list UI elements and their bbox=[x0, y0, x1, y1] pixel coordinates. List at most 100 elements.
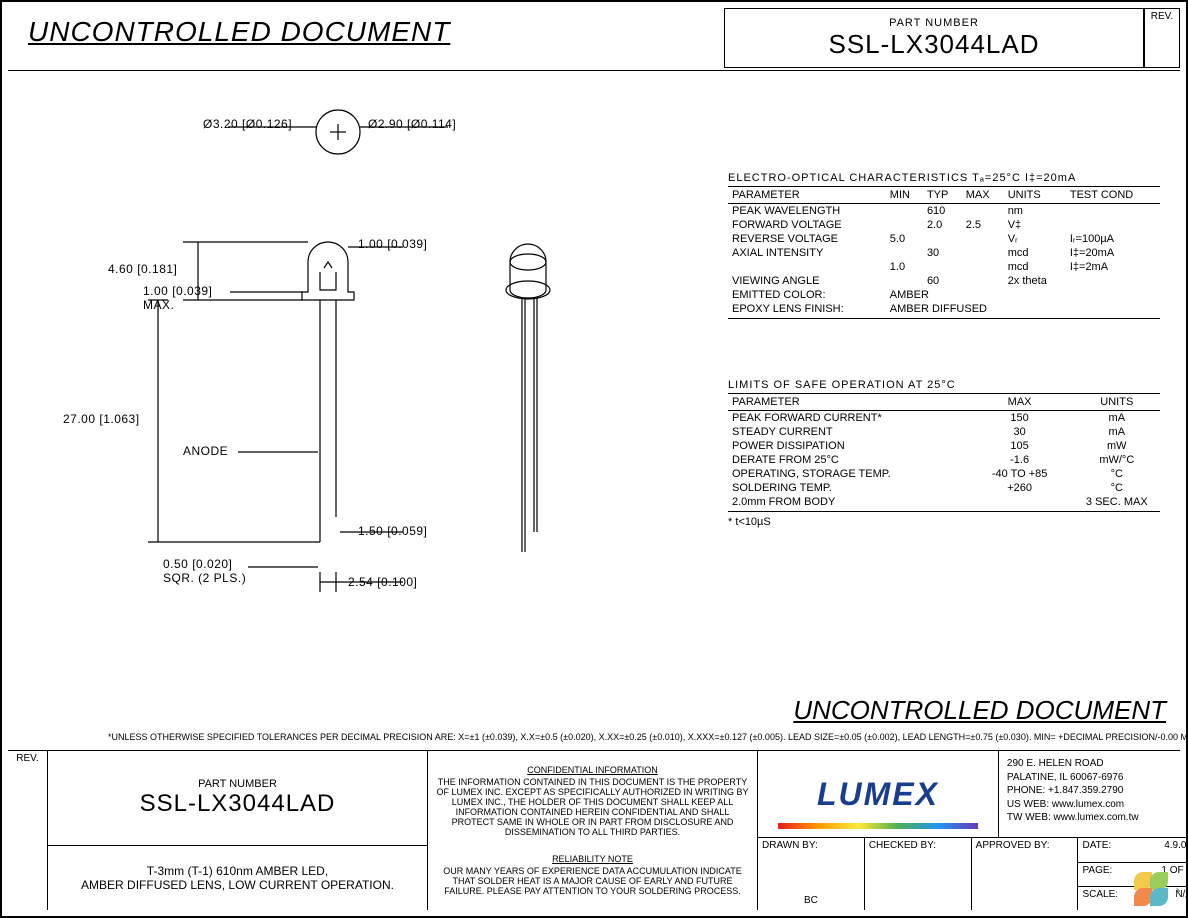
eoc-cell: AMBER bbox=[886, 288, 1160, 302]
eoc-cell: VIEWING ANGLE bbox=[728, 274, 886, 288]
eoc-cell: AXIAL INTENSITY bbox=[728, 246, 886, 260]
eoc-col: UNITS bbox=[1004, 187, 1066, 204]
drawing-area: Ø3.20 [Ø0.126] Ø2.90 [Ø0.114] 4.60 [0.18… bbox=[8, 72, 658, 746]
eoc-cell: EMITTED COLOR: bbox=[728, 288, 886, 302]
limits-cell bbox=[966, 495, 1074, 512]
limits-cell: mA bbox=[1074, 425, 1160, 439]
limits-cell: -40 TO +85 bbox=[966, 467, 1074, 481]
anode-label: ANODE bbox=[183, 444, 228, 458]
eoc-cell: 2x theta bbox=[1004, 274, 1066, 288]
eoc-cell: I‡=2mA bbox=[1066, 260, 1160, 274]
confidential-text: THE INFORMATION CONTAINED IN THIS DOCUME… bbox=[436, 777, 749, 837]
eoc-cell: 60 bbox=[923, 274, 962, 288]
drawn-by-value: BC bbox=[758, 895, 864, 906]
eoc-cell bbox=[1066, 274, 1160, 288]
limits-col: MAX bbox=[966, 394, 1074, 411]
eoc-cell bbox=[886, 218, 923, 232]
lumex-logo: LUMEX bbox=[758, 751, 999, 837]
limits-cell: DERATE FROM 25°C bbox=[728, 453, 966, 467]
watermark-top: UNCONTROLLED DOCUMENT bbox=[28, 16, 450, 48]
date-label: DATE: bbox=[1082, 840, 1111, 859]
eoc-cell: mcd bbox=[1004, 246, 1066, 260]
dim-body-h: 27.00 [1.063] bbox=[63, 412, 140, 426]
part-number: SSL-LX3044LAD bbox=[828, 29, 1039, 60]
eoc-cell bbox=[923, 232, 962, 246]
limits-cell: °C bbox=[1074, 467, 1160, 481]
led-drawing bbox=[8, 72, 658, 692]
eoc-cell: 30 bbox=[923, 246, 962, 260]
reliability-heading: RELIABILITY NOTE bbox=[436, 854, 749, 864]
chevron-right-icon[interactable]: › bbox=[1168, 882, 1188, 902]
limits-cell: 30 bbox=[966, 425, 1074, 439]
eoc-cell bbox=[962, 232, 1004, 246]
eoc-cell: mcd bbox=[1004, 260, 1066, 274]
eoc-cell bbox=[1066, 218, 1160, 232]
limits-title: LIMITS OF SAFE OPERATION AT 25°C bbox=[728, 379, 1160, 391]
eoc-cell bbox=[886, 274, 923, 288]
page-label: PAGE: bbox=[1082, 865, 1112, 884]
limits-col: PARAMETER bbox=[728, 394, 966, 411]
limits-cell: OPERATING, STORAGE TEMP. bbox=[728, 467, 966, 481]
tb-part-number: SSL-LX3044LAD bbox=[48, 790, 427, 818]
eoc-cell bbox=[962, 246, 1004, 260]
eoc-cell: PEAK WAVELENGTH bbox=[728, 204, 886, 219]
limits-cell: 150 bbox=[966, 411, 1074, 426]
eoc-cell bbox=[728, 260, 886, 274]
electro-optical-table: ELECTRO-OPTICAL CHARACTERISTICS Tₐ=25°C … bbox=[728, 172, 1160, 319]
eoc-cell: AMBER DIFFUSED bbox=[886, 302, 1160, 319]
limits-col: UNITS bbox=[1074, 394, 1160, 411]
limits-cell: mW bbox=[1074, 439, 1160, 453]
eoc-cell: 2.0 bbox=[923, 218, 962, 232]
dim-lead-sq: 0.50 [0.020] SQR. (2 PLS.) bbox=[163, 557, 246, 585]
limits-cell: °C bbox=[1074, 481, 1160, 495]
reliability-text: OUR MANY YEARS OF EXPERIENCE DATA ACCUMU… bbox=[436, 866, 749, 896]
dim-lead-w: 1.50 [0.059] bbox=[358, 524, 427, 538]
eoc-cell bbox=[923, 260, 962, 274]
eoc-cell: 1.0 bbox=[886, 260, 923, 274]
eoc-cell: EPOXY LENS FINISH: bbox=[728, 302, 886, 319]
eoc-cell: I‡=20mA bbox=[1066, 246, 1160, 260]
drawn-by-label: DRAWN BY: bbox=[758, 838, 864, 853]
limits-cell: 2.0mm FROM BODY bbox=[728, 495, 966, 512]
eoc-cell bbox=[962, 260, 1004, 274]
eoc-cell: Vᵣ bbox=[1004, 232, 1066, 246]
eoc-title: ELECTRO-OPTICAL CHARACTERISTICS Tₐ=25°C … bbox=[728, 172, 1160, 184]
header-part-box: PART NUMBER SSL-LX3044LAD bbox=[724, 8, 1144, 68]
checked-by-label: CHECKED BY: bbox=[865, 838, 971, 853]
tb-description: T-3mm (T-1) 610nm AMBER LED, AMBER DIFFU… bbox=[48, 846, 427, 910]
limits-cell: SOLDERING TEMP. bbox=[728, 481, 966, 495]
confidential-heading: CONFIDENTIAL INFORMATION bbox=[436, 765, 749, 775]
eoc-col: MIN bbox=[886, 187, 923, 204]
logo-rainbow-stripe bbox=[778, 823, 978, 829]
limits-cell: 105 bbox=[966, 439, 1074, 453]
dim-outer-dia: Ø3.20 [Ø0.126] bbox=[203, 117, 292, 131]
eoc-cell: V‡ bbox=[1004, 218, 1066, 232]
limits-cell: PEAK FORWARD CURRENT* bbox=[728, 411, 966, 426]
limits-cell: mA bbox=[1074, 411, 1160, 426]
eoc-cell: nm bbox=[1004, 204, 1066, 219]
dim-pitch: 2.54 [0.100] bbox=[348, 575, 417, 589]
eoc-cell bbox=[886, 204, 923, 219]
header-rev-box: REV. bbox=[1144, 8, 1180, 68]
tb-rev-label: REV. bbox=[8, 751, 47, 766]
eoc-col: TYP bbox=[923, 187, 962, 204]
limits-cell: 3 SEC. MAX bbox=[1074, 495, 1160, 512]
eoc-cell: REVERSE VOLTAGE bbox=[728, 232, 886, 246]
eoc-cell: FORWARD VOLTAGE bbox=[728, 218, 886, 232]
title-block: REV. PART NUMBER SSL-LX3044LAD T-3mm (T-… bbox=[8, 750, 1180, 910]
dim-flange: 1.00 [0.039] MAX. bbox=[143, 284, 212, 312]
eoc-cell bbox=[962, 204, 1004, 219]
eoc-cell bbox=[886, 246, 923, 260]
eoc-cell: 5.0 bbox=[886, 232, 923, 246]
eoc-col: TEST COND bbox=[1066, 187, 1160, 204]
limits-cell: mW/°C bbox=[1074, 453, 1160, 467]
dim-dome-r: 1.00 [0.039] bbox=[358, 237, 427, 251]
eoc-cell bbox=[1066, 204, 1160, 219]
eoc-col: PARAMETER bbox=[728, 187, 886, 204]
eoc-cell: 610 bbox=[923, 204, 962, 219]
tb-part-label: PART NUMBER bbox=[48, 778, 427, 790]
eoc-col: MAX bbox=[962, 187, 1004, 204]
dim-inner-dia: Ø2.90 [Ø0.114] bbox=[368, 117, 456, 131]
limits-table: LIMITS OF SAFE OPERATION AT 25°C PARAMET… bbox=[728, 379, 1160, 528]
limits-footnote: * t<10µS bbox=[728, 516, 1160, 528]
